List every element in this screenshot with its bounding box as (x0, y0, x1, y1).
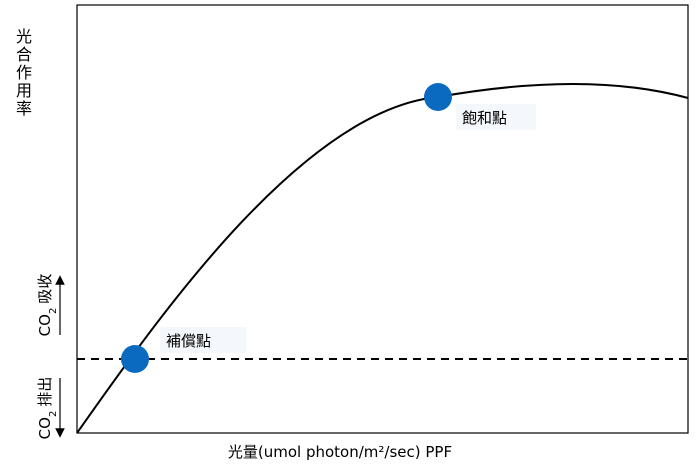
label-bg (456, 104, 536, 130)
light-response-curve (76, 83, 689, 434)
co2-subscript: 2 (48, 308, 59, 314)
x-axis-label: 光量(umol photon/m²/sec) PPF (228, 443, 452, 461)
y-axis-label: 光合作用率 (13, 28, 32, 118)
co2-text: 排出 (36, 377, 54, 407)
compensation-point (121, 345, 149, 373)
co2-release-label: CO2 排出 (36, 377, 59, 440)
co2-prefix: CO (36, 417, 54, 439)
plot-frame (76, 4, 689, 434)
saturation-label: 飽和點 (462, 109, 507, 127)
label-bg (160, 327, 246, 353)
co2-prefix: CO (36, 314, 54, 336)
compensation-label: 補償點 (166, 332, 211, 350)
co2-text: 吸收 (36, 274, 54, 304)
co2-subscript: 2 (48, 411, 59, 417)
saturation-point (424, 83, 452, 111)
co2-uptake-label: CO2 吸收 (36, 274, 59, 337)
